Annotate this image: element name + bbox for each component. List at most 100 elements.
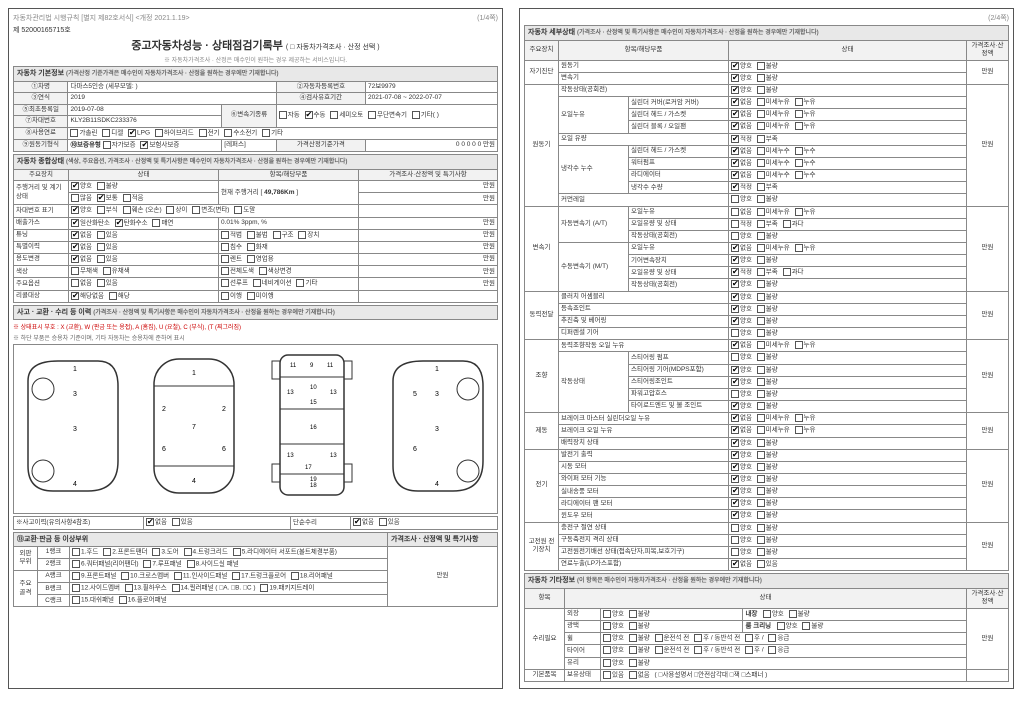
sect3-hd-note: (가격조사 · 산정액 및 특기사항은 매수인이 자동차가격조사 · 산정을 원… bbox=[93, 310, 335, 316]
p2-sub: 작동상태 bbox=[559, 352, 629, 413]
overall-status-table: 자동차 종합상태 (색상, 주요옵션, 가격조사 · 산정액 및 특기사항은 매… bbox=[13, 154, 498, 303]
sect2-header: 자동차 종합상태 (색상, 주요옵션, 가격조사 · 산정액 및 특기사항은 매… bbox=[14, 154, 498, 169]
p2-item: 오일유량 및 상태 bbox=[629, 267, 729, 279]
svg-text:16: 16 bbox=[310, 425, 317, 431]
svg-text:1: 1 bbox=[435, 366, 439, 373]
s5-c2: 상태 bbox=[565, 589, 967, 609]
rank2-lbl: 2랭크 bbox=[38, 558, 70, 570]
rankA-lbl: A랭크 bbox=[38, 571, 70, 583]
sect4-price: 가격조사 · 산정액 및 특기사항 bbox=[388, 532, 498, 546]
repair-opts: 없음 있음 bbox=[351, 517, 498, 529]
title-text: 중고자동차성능 · 상태점검기록부 bbox=[131, 40, 282, 52]
svg-text:17: 17 bbox=[305, 465, 312, 471]
vinm-lbl: 차대번호 표기 bbox=[14, 205, 69, 217]
p2-unit: 만원 bbox=[967, 449, 1009, 522]
p2-item: 시동 모터 bbox=[559, 461, 729, 473]
p2-item: 등속죠인트 bbox=[559, 303, 729, 315]
car-chassis: 11911 131013 15 16 1313 1718 19 bbox=[262, 349, 362, 501]
p2-hd: 자동차 세부상태 (가격조사 · 산정액 및 특기사항은 매수인이 자동차가격조… bbox=[525, 26, 1009, 41]
p2-item: 작동상태(공회전) bbox=[629, 279, 729, 291]
page-num-2: (2/4쪽) bbox=[988, 13, 1009, 23]
valid-lbl: ④검사유효기간 bbox=[276, 93, 365, 104]
sect1-hd-text: 자동차 기본정보 bbox=[17, 70, 64, 77]
p2-item: 윈도우 모터 bbox=[559, 510, 729, 522]
hist-lbl: 특별이력 bbox=[14, 241, 69, 253]
p2-state: 적정 부족 과다 bbox=[729, 218, 967, 230]
svg-text:3: 3 bbox=[435, 391, 439, 398]
odo-v-end: ] bbox=[296, 189, 298, 196]
col-unit: 만원 bbox=[359, 266, 498, 278]
p2-state: 양호 불량 bbox=[729, 401, 967, 413]
rec-opts1: 해당없음 해당 bbox=[69, 290, 219, 302]
legend-2: ※ 하단 부품은 승용차 기준이며, 기타 자동차는 승용차에 준하여 표시 bbox=[13, 333, 498, 342]
rank1-lbl: 1랭크 bbox=[38, 546, 70, 558]
emis-opts: 일산화탄소 탄화수소 매연 bbox=[69, 217, 219, 229]
p2-state: 양호 불량 bbox=[729, 376, 967, 388]
p2-item: 작동상태(공회전) bbox=[559, 84, 729, 96]
odo-lbl: 주행거리 및 계기상태 bbox=[14, 181, 69, 205]
svg-text:3: 3 bbox=[435, 426, 439, 433]
col-opts1: 무채색 유채색 bbox=[69, 266, 219, 278]
p2-item: 실린더 헤드 / 가스켓 bbox=[629, 109, 729, 121]
svg-text:2: 2 bbox=[162, 406, 166, 413]
p2-item: 오일누유 bbox=[629, 243, 729, 255]
p2-state: 양호 불량 bbox=[729, 279, 967, 291]
hist-opts1: 없음 있음 bbox=[69, 241, 219, 253]
basic-lbl: 기본품목 bbox=[525, 669, 565, 681]
p2-sub: 냉각수 누수 bbox=[559, 145, 629, 194]
p2-state: 양호 불량 bbox=[729, 522, 967, 534]
svg-text:2: 2 bbox=[222, 406, 226, 413]
first-reg: 2019-07-08 bbox=[68, 104, 222, 115]
svg-text:9: 9 bbox=[310, 363, 314, 369]
p2-item: 오일 유량 bbox=[559, 133, 729, 145]
s5-tire: 양호 불량 운전석 전 후 / 동반석 전 후 / 응급 bbox=[601, 645, 967, 657]
p2-state: 없음 미세누유 누유 bbox=[729, 206, 967, 218]
p2-item: 커먼레일 bbox=[559, 194, 729, 206]
rankB-items: 12.사이드멤버 13.휠하우스 14.필러패널 ( □A. □B. □C ) … bbox=[70, 583, 388, 595]
odo-val: 현재 주행거리 [ 49,786Km ] bbox=[219, 181, 359, 205]
p2-item: 발전기 출력 bbox=[559, 449, 729, 461]
rec-opts2: 이행 미이행 bbox=[219, 290, 359, 302]
sect4-hd: ⑬교환·판금 등 이상부위 bbox=[14, 532, 388, 546]
sect1-hd-note: (가격산정 기준가격은 매수인이 자동차가격조사 · 산정을 원하는 경우에만 … bbox=[66, 71, 279, 77]
p2-unit: 만원 bbox=[967, 60, 1009, 84]
main-lbl: 주요 골격 bbox=[14, 571, 38, 607]
p2-state: 없음 미세누유 누유 bbox=[729, 243, 967, 255]
s5-c3: 가격조사·산정액 bbox=[967, 589, 1009, 609]
p2-item: 와이퍼 모터 기능 bbox=[559, 473, 729, 485]
s5-gloss: 양호 불량 bbox=[601, 621, 743, 633]
svg-text:3: 3 bbox=[73, 426, 77, 433]
first-reg-lbl: ⑤최초등록일 bbox=[14, 104, 68, 115]
wheel: 휠 bbox=[565, 633, 601, 645]
opt-opts1: 없음 있음 bbox=[69, 278, 219, 290]
p2-item: 구동축전지 격리 상태 bbox=[559, 534, 729, 546]
p2-item: 배력장치 상태 bbox=[559, 437, 729, 449]
sect2-hd-note: (색상, 주요옵션, 가격조사 · 산정액 및 특기사항은 매수인이 자동차가격… bbox=[66, 159, 347, 165]
p2-unit: 만원 bbox=[967, 522, 1009, 571]
p2-item: 스티어링 기어(MDPS포함) bbox=[629, 364, 729, 376]
accident-row: ※사고이력(유의사항4참조) 없음 있음 단순수리 없음 있음 bbox=[13, 516, 498, 529]
p2-state: 양호 불량 bbox=[729, 60, 967, 72]
p2-sub: 수동변속기 (M/T) bbox=[559, 243, 629, 292]
rec-lbl: 리콜대상 bbox=[14, 290, 69, 302]
regulation-text: 자동차관리법 시행규칙 [별지 제82호서식] <개정 2021.1.19> bbox=[13, 13, 190, 23]
p2-cat: 자기진단 bbox=[525, 60, 559, 84]
p2-state: 없음 미세누유 누유 bbox=[729, 121, 967, 133]
p2-item: 연료누출(LP가스포함) bbox=[559, 559, 729, 571]
col-item: 항목/해당부품 bbox=[219, 169, 359, 180]
valid: 2021-07-08 ~ 2022-07-07 bbox=[366, 93, 498, 104]
emis-unit: 만원 bbox=[359, 217, 498, 229]
use-lbl: 용도변경 bbox=[14, 254, 69, 266]
p2-state: 양호 불량 bbox=[729, 498, 967, 510]
p2-item: 실린더 커버(로커암 커버) bbox=[629, 97, 729, 109]
rankB-lbl: B랭크 bbox=[38, 583, 70, 595]
s5-glass: 양호 불량 bbox=[601, 657, 967, 669]
odo-v: 49,786Km bbox=[264, 189, 294, 196]
hist-unit: 만원 bbox=[359, 241, 498, 253]
price: 0 0 0 0 0 만원 bbox=[366, 139, 498, 151]
p2-state: 적정 부족 bbox=[729, 182, 967, 194]
tun-opts2: 적법 불법 구조 장치 bbox=[219, 229, 359, 241]
car-side-right: 13 34 56 bbox=[383, 351, 493, 501]
p2-cat: 조향 bbox=[525, 340, 559, 413]
svg-text:13: 13 bbox=[287, 453, 294, 459]
